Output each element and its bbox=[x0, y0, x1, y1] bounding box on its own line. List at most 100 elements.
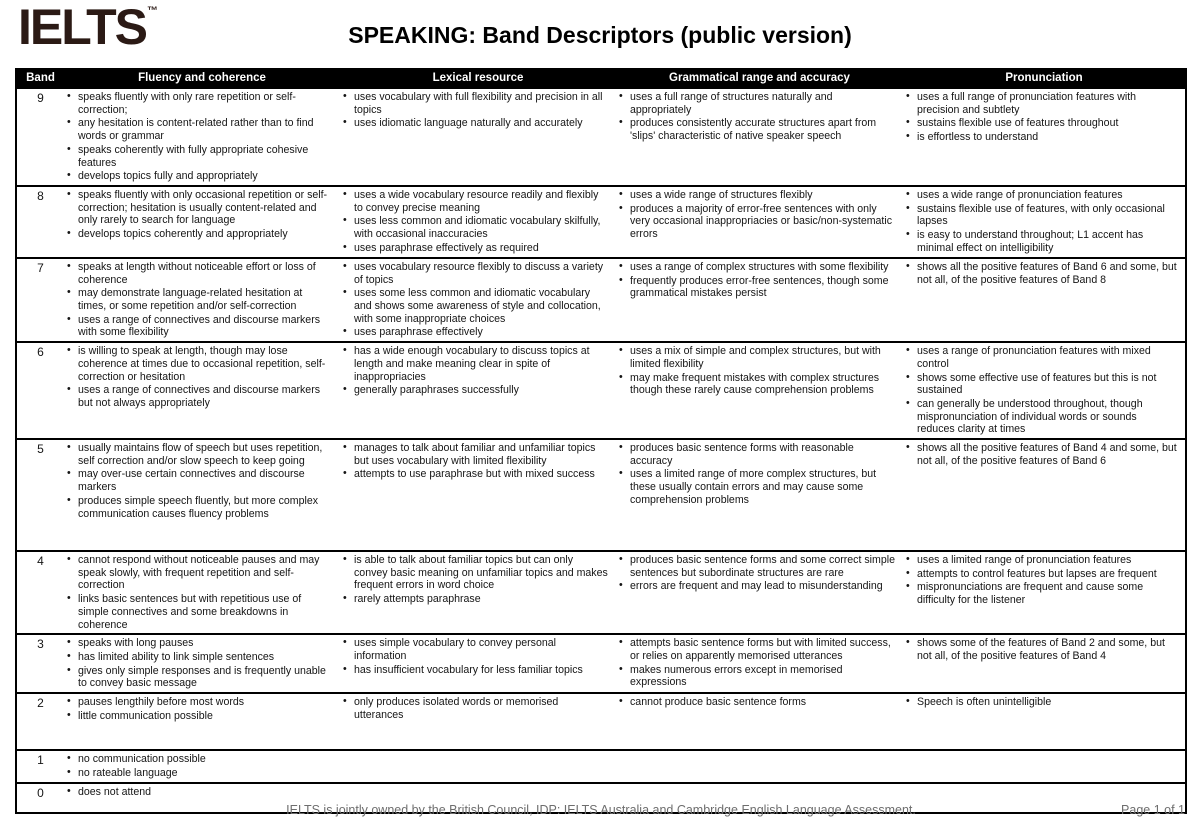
descriptor-item: is easy to understand throughout; L1 acc… bbox=[905, 228, 1177, 254]
table-row: 7 speaks at length without noticeable ef… bbox=[17, 256, 1185, 341]
descriptor-item: may demonstrate language-related hesitat… bbox=[66, 286, 332, 312]
column-header-band: Band bbox=[26, 72, 55, 84]
table-row: 9 speaks fluently with only rare repetit… bbox=[17, 87, 1185, 185]
table-row: 5 usually maintains flow of speech but u… bbox=[17, 438, 1185, 550]
pronunciation-cell: uses a wide range of pronunciation featu… bbox=[903, 187, 1185, 257]
band-number: 2 bbox=[37, 696, 44, 711]
table-row: 1 no communication possibleno rateable l… bbox=[17, 749, 1185, 781]
document-footer: IELTS is jointly owned by the British Co… bbox=[15, 803, 1187, 817]
lexical-cell: uses simple vocabulary to convey persona… bbox=[340, 635, 616, 692]
grammar-cell: uses a full range of structures naturall… bbox=[616, 89, 903, 185]
lexical-cell: is able to talk about familiar topics bu… bbox=[340, 552, 616, 633]
ielts-logo: IELTS™ bbox=[18, 0, 158, 55]
descriptor-item: usually maintains flow of speech but use… bbox=[66, 441, 332, 467]
band-number: 0 bbox=[37, 785, 44, 800]
descriptor-item: rarely attempts paraphrase bbox=[342, 592, 608, 606]
descriptor-item: any hesitation is content-related rather… bbox=[66, 116, 332, 142]
descriptor-item: uses vocabulary with full flexibility an… bbox=[342, 90, 608, 116]
band-number: 7 bbox=[37, 260, 44, 275]
descriptor-item: uses a wide range of structures flexibly bbox=[618, 188, 895, 202]
pronunciation-cell: shows all the positive features of Band … bbox=[903, 440, 1185, 550]
descriptor-item: mispronunciations are frequent and cause… bbox=[905, 580, 1177, 606]
band-number: 3 bbox=[37, 637, 44, 652]
descriptor-item: uses a full range of pronunciation featu… bbox=[905, 90, 1177, 116]
grammar-cell: produces basic sentence forms with reaso… bbox=[616, 440, 903, 550]
band-number: 9 bbox=[37, 91, 44, 105]
column-header-lexical: Lexical resource bbox=[432, 72, 524, 84]
descriptor-item: errors are frequent and may lead to misu… bbox=[618, 579, 895, 593]
lexical-cell: uses vocabulary with full flexibility an… bbox=[340, 89, 616, 185]
descriptor-item: uses a limited range of pronunciation fe… bbox=[905, 553, 1177, 567]
descriptor-item: uses a range of pronunciation features w… bbox=[905, 344, 1177, 370]
descriptor-item: uses a wide range of pronunciation featu… bbox=[905, 188, 1177, 202]
fluency-cell: speaks fluently with only rare repetitio… bbox=[64, 89, 340, 185]
descriptor-item: sustains flexible use of features, with … bbox=[905, 202, 1177, 228]
descriptor-item: cannot produce basic sentence forms bbox=[618, 695, 895, 709]
descriptor-item: attempts basic sentence forms but with l… bbox=[618, 636, 895, 662]
descriptor-item: manages to talk about familiar and unfam… bbox=[342, 441, 608, 467]
descriptor-item: can generally be understood throughout, … bbox=[905, 397, 1177, 436]
trademark-symbol: ™ bbox=[146, 5, 158, 17]
fluency-cell: usually maintains flow of speech but use… bbox=[64, 440, 340, 550]
page-title: SPEAKING: Band Descriptors (public versi… bbox=[348, 22, 852, 48]
fluency-cell: is willing to speak at length, though ma… bbox=[64, 343, 340, 438]
grammar-cell bbox=[616, 751, 903, 781]
descriptor-item: uses some less common and idiomatic voca… bbox=[342, 286, 608, 325]
table-row: 0 does not attend bbox=[17, 781, 1185, 812]
fluency-cell: pauses lengthily before most wordslittle… bbox=[64, 694, 340, 749]
descriptor-item: uses idiomatic language naturally and ac… bbox=[342, 116, 608, 130]
descriptor-item: attempts to use paraphrase but with mixe… bbox=[342, 467, 608, 481]
descriptor-item: produces basic sentence forms with reaso… bbox=[618, 441, 895, 467]
descriptor-item: may make frequent mistakes with complex … bbox=[618, 371, 895, 397]
grammar-cell: attempts basic sentence forms but with l… bbox=[616, 635, 903, 692]
descriptor-item: generally paraphrases successfully bbox=[342, 383, 608, 397]
descriptor-item: only produces isolated words or memorise… bbox=[342, 695, 608, 721]
descriptor-item: uses paraphrase effectively as required bbox=[342, 241, 608, 255]
column-header-fluency: Fluency and coherence bbox=[138, 72, 266, 84]
descriptor-item: speaks fluently with only rare repetitio… bbox=[66, 90, 332, 116]
descriptor-item: has limited ability to link simple sente… bbox=[66, 650, 332, 664]
descriptor-item: uses a range of connectives and discours… bbox=[66, 313, 332, 339]
descriptor-item: pauses lengthily before most words bbox=[66, 695, 332, 709]
descriptor-item: speaks at length without noticeable effo… bbox=[66, 260, 332, 286]
descriptor-item: does not attend bbox=[66, 785, 332, 799]
descriptor-item: develops topics coherently and appropria… bbox=[66, 227, 332, 241]
descriptor-item: is able to talk about familiar topics bu… bbox=[342, 553, 608, 592]
descriptor-item: makes numerous errors except in memorise… bbox=[618, 663, 895, 689]
fluency-cell: does not attend bbox=[64, 784, 340, 812]
descriptor-item: uses a range of complex structures with … bbox=[618, 260, 895, 274]
pronunciation-cell: uses a full range of pronunciation featu… bbox=[903, 89, 1185, 185]
fluency-cell: speaks fluently with only occasional rep… bbox=[64, 187, 340, 257]
descriptor-item: shows all the positive features of Band … bbox=[905, 260, 1177, 286]
descriptor-item: links basic sentences but with repetitio… bbox=[66, 592, 332, 631]
band-number: 8 bbox=[37, 188, 44, 203]
descriptor-item: produces consistently accurate structure… bbox=[618, 116, 895, 142]
column-header-grammar: Grammatical range and accuracy bbox=[669, 72, 850, 84]
descriptor-item: develops topics fully and appropriately bbox=[66, 169, 332, 183]
descriptor-item: is effortless to understand bbox=[905, 130, 1177, 144]
descriptor-item: uses paraphrase effectively bbox=[342, 325, 608, 339]
descriptor-item: uses a range of connectives and discours… bbox=[66, 383, 332, 409]
descriptor-item: speaks fluently with only occasional rep… bbox=[66, 188, 332, 227]
pronunciation-cell bbox=[903, 751, 1185, 781]
descriptor-item: no rateable language bbox=[66, 766, 332, 780]
band-number: 5 bbox=[37, 442, 44, 457]
descriptor-item: uses simple vocabulary to convey persona… bbox=[342, 636, 608, 662]
grammar-cell: cannot produce basic sentence forms bbox=[616, 694, 903, 749]
descriptor-item: is willing to speak at length, though ma… bbox=[66, 344, 332, 383]
table-row: 3 speaks with long pauseshas limited abi… bbox=[17, 633, 1185, 692]
descriptor-item: uses less common and idiomatic vocabular… bbox=[342, 214, 608, 240]
table-row: 6 is willing to speak at length, though … bbox=[17, 341, 1185, 438]
descriptor-item: uses a full range of structures naturall… bbox=[618, 90, 895, 116]
descriptor-item: gives only simple responses and is frequ… bbox=[66, 664, 332, 690]
descriptor-item: no communication possible bbox=[66, 752, 332, 766]
grammar-cell: uses a wide range of structures flexibly… bbox=[616, 187, 903, 257]
ielts-logo-text: IELTS bbox=[18, 0, 148, 55]
pronunciation-cell: shows some of the features of Band 2 and… bbox=[903, 635, 1185, 692]
fluency-cell: cannot respond without noticeable pauses… bbox=[64, 552, 340, 633]
grammar-cell: uses a range of complex structures with … bbox=[616, 259, 903, 341]
grammar-cell: produces basic sentence forms and some c… bbox=[616, 552, 903, 633]
fluency-cell: speaks with long pauseshas limited abili… bbox=[64, 635, 340, 692]
descriptor-item: uses a mix of simple and complex structu… bbox=[618, 344, 895, 370]
